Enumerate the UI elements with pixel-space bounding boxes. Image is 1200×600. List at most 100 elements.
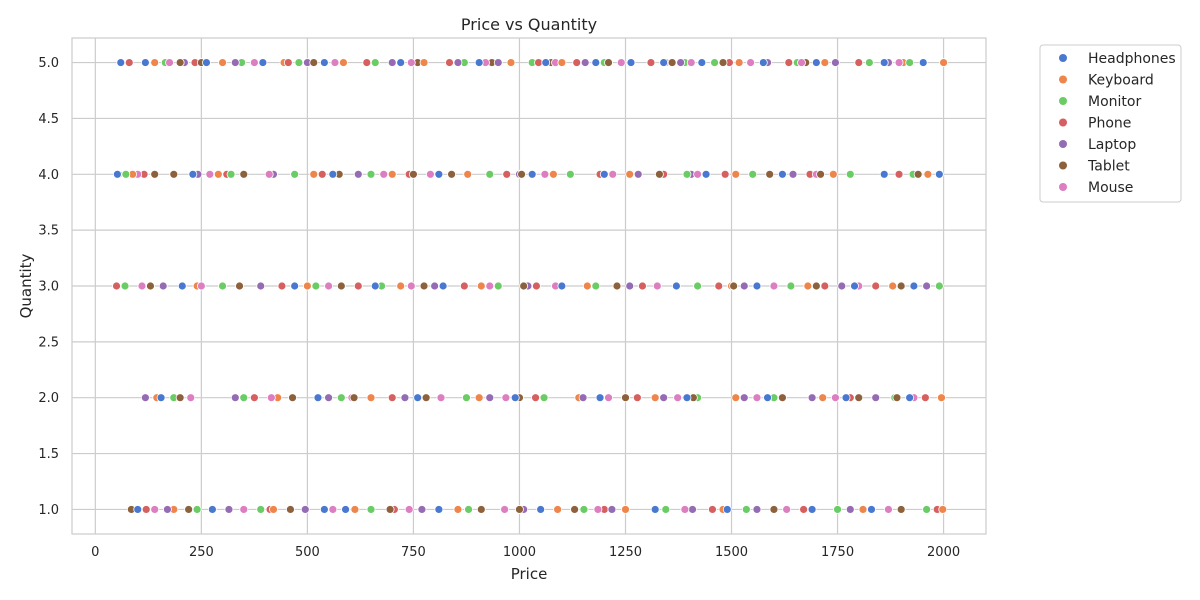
data-point bbox=[324, 281, 333, 291]
data-point bbox=[235, 281, 244, 291]
x-tick-label: 500 bbox=[295, 545, 320, 560]
legend-label: Phone bbox=[1088, 116, 1131, 132]
data-point bbox=[650, 505, 660, 514]
data-point bbox=[612, 281, 622, 291]
y-tick-label: 1.0 bbox=[38, 503, 59, 518]
y-tick-label: 3.5 bbox=[38, 224, 59, 239]
y-tick-label: 2.0 bbox=[38, 391, 59, 406]
data-point bbox=[515, 505, 524, 514]
data-point bbox=[447, 169, 456, 179]
data-point bbox=[784, 58, 794, 67]
data-point bbox=[510, 393, 520, 403]
x-axis-ticks: 0 250 500 750 1000 1250 1500 1750 2000 bbox=[91, 545, 960, 560]
data-point bbox=[213, 169, 223, 179]
data-point bbox=[850, 281, 859, 291]
data-point bbox=[807, 393, 817, 403]
data-point bbox=[313, 393, 323, 403]
y-tick-label: 1.5 bbox=[38, 447, 59, 462]
data-point bbox=[379, 169, 389, 179]
data-point bbox=[879, 58, 889, 67]
data-point bbox=[879, 169, 889, 179]
y-tick-label: 5.0 bbox=[38, 56, 59, 71]
data-point bbox=[748, 169, 758, 179]
data-point bbox=[330, 58, 340, 67]
data-point bbox=[934, 169, 944, 179]
data-point bbox=[604, 393, 613, 403]
data-point bbox=[867, 505, 876, 514]
data-point bbox=[366, 505, 376, 514]
data-point bbox=[565, 169, 575, 179]
data-point bbox=[688, 505, 697, 514]
data-point bbox=[493, 281, 503, 291]
data-point bbox=[184, 505, 194, 514]
data-point bbox=[121, 169, 131, 179]
data-points bbox=[112, 58, 948, 514]
data-point bbox=[283, 58, 293, 67]
data-point bbox=[385, 505, 395, 514]
data-point bbox=[626, 58, 636, 67]
data-point bbox=[557, 281, 567, 291]
data-point bbox=[413, 393, 423, 403]
data-point bbox=[404, 505, 414, 514]
data-point bbox=[434, 169, 444, 179]
data-point bbox=[939, 58, 948, 67]
data-point bbox=[816, 169, 825, 179]
data-point bbox=[820, 58, 830, 67]
data-point bbox=[769, 505, 779, 514]
data-point bbox=[169, 169, 179, 179]
data-point bbox=[517, 169, 526, 179]
data-point bbox=[534, 58, 543, 67]
data-point bbox=[133, 505, 143, 514]
data-point bbox=[163, 505, 172, 514]
data-point bbox=[353, 281, 363, 291]
legend-marker bbox=[1059, 140, 1067, 148]
legend: Headphones Keyboard Monitor Phone Laptop Tabl… bbox=[1039, 44, 1182, 203]
data-point bbox=[572, 58, 582, 67]
data-point bbox=[845, 505, 855, 514]
data-point bbox=[934, 281, 944, 291]
data-point bbox=[256, 281, 266, 291]
data-point bbox=[464, 505, 473, 514]
data-point bbox=[188, 169, 198, 179]
data-point bbox=[146, 281, 155, 291]
data-point bbox=[894, 58, 904, 67]
data-point bbox=[708, 505, 717, 514]
data-point bbox=[400, 393, 410, 403]
data-point bbox=[531, 393, 540, 403]
data-point bbox=[319, 58, 329, 67]
data-point bbox=[845, 169, 855, 179]
data-point bbox=[922, 505, 932, 514]
data-point bbox=[739, 393, 749, 403]
data-point bbox=[258, 58, 268, 67]
data-point bbox=[150, 505, 160, 514]
data-point bbox=[570, 505, 579, 514]
x-tick-label: 750 bbox=[401, 545, 426, 560]
data-point bbox=[553, 505, 563, 514]
data-point bbox=[837, 281, 847, 291]
data-point bbox=[302, 281, 312, 291]
data-point bbox=[249, 393, 259, 403]
data-point bbox=[506, 58, 516, 67]
data-point bbox=[453, 58, 463, 67]
data-point bbox=[366, 169, 376, 179]
data-point bbox=[239, 169, 249, 179]
data-point bbox=[578, 393, 588, 403]
data-point bbox=[896, 505, 906, 514]
data-point bbox=[894, 169, 904, 179]
data-point bbox=[158, 281, 168, 291]
data-point bbox=[288, 393, 297, 403]
data-point bbox=[582, 281, 592, 291]
data-point bbox=[714, 281, 724, 291]
data-point bbox=[311, 281, 321, 291]
data-point bbox=[739, 281, 749, 291]
data-point bbox=[888, 281, 898, 291]
data-point bbox=[557, 58, 567, 67]
data-point bbox=[697, 58, 707, 67]
data-point bbox=[831, 393, 840, 403]
data-point bbox=[290, 169, 300, 179]
data-point bbox=[833, 505, 842, 514]
data-point bbox=[655, 169, 664, 179]
data-point bbox=[112, 281, 121, 291]
data-point bbox=[309, 169, 319, 179]
